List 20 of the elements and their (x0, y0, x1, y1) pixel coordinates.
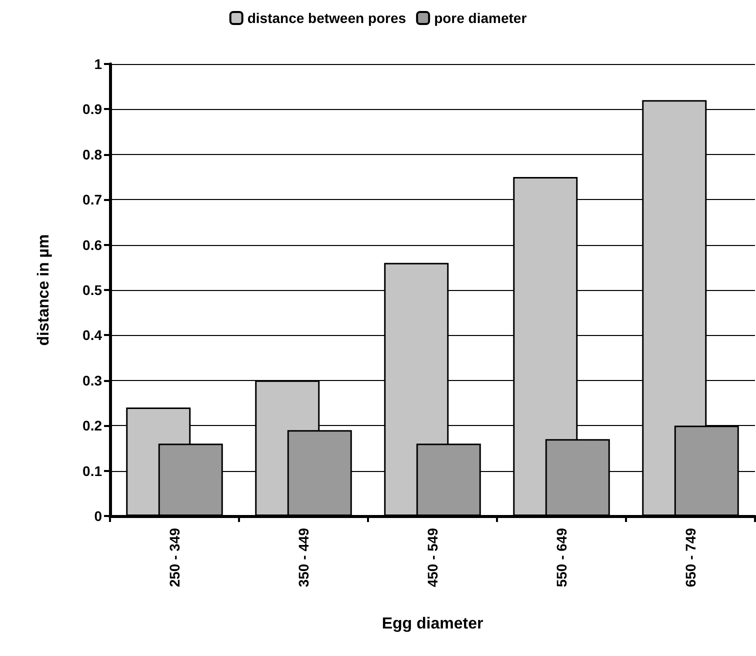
y-tick-label: 1 (94, 56, 102, 72)
x-tick-label: 450 - 549 (424, 528, 440, 588)
x-tick-label: 250 - 349 (166, 528, 182, 588)
x-axis-title: Egg diameter (382, 616, 484, 632)
x-tick-label: 350 - 449 (296, 528, 312, 588)
y-tick-label: 0.5 (82, 282, 102, 298)
y-tick-label: 0.7 (82, 192, 102, 208)
x-tick-label: 650 - 749 (682, 528, 698, 588)
y-tick-label: 0.4 (82, 327, 102, 344)
y-tick-label: 0.9 (82, 101, 102, 118)
x-tick-label: 550 - 649 (554, 528, 570, 588)
y-tick-label: 0.3 (82, 372, 102, 388)
y-tick-label: 0.1 (82, 462, 102, 479)
legend-label: distance between pores (247, 10, 406, 26)
y-tick-label: 0.6 (82, 236, 102, 253)
y-tick-label: 0.2 (82, 418, 102, 434)
legend-label: pore diameter (434, 10, 528, 26)
y-axis-title: distance in µm (36, 234, 52, 346)
y-tick-label: 0 (94, 508, 102, 524)
y-tick-label: 0.8 (82, 146, 102, 162)
